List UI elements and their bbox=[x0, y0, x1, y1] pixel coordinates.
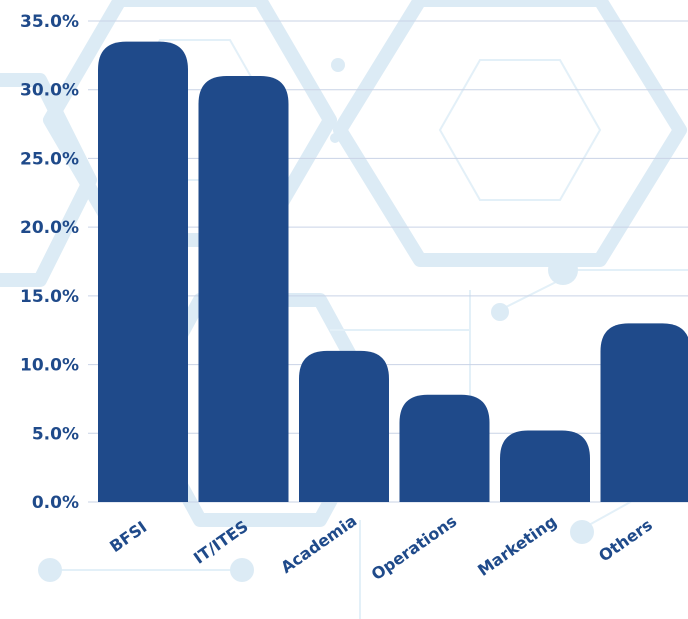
x-category-label: Academia bbox=[277, 511, 360, 577]
hexagon-outline bbox=[438, 59, 602, 201]
y-tick-label: 30.0% bbox=[20, 81, 79, 101]
y-tick-label: 35.0% bbox=[20, 12, 79, 32]
network-node bbox=[330, 133, 340, 143]
y-axis-tick-labels: 0.0% 5.0% 10.0% 15.0% 20.0% 25.0% 30.0% 35.0% bbox=[20, 12, 79, 513]
circuit-line bbox=[499, 279, 561, 311]
network-node bbox=[331, 58, 345, 72]
y-tick-label: 10.0% bbox=[20, 356, 79, 376]
bar-bfsi bbox=[98, 41, 188, 502]
y-tick-label: 20.0% bbox=[20, 218, 79, 238]
y-tick-label: 25.0% bbox=[20, 149, 79, 169]
bar-others bbox=[600, 323, 688, 502]
network-node bbox=[230, 558, 254, 582]
network-node bbox=[570, 520, 594, 544]
x-axis-category-labels: BFSI IT/ITES Academia Operations Marketing Ot… bbox=[106, 511, 656, 584]
x-category-label: IT/ITES bbox=[190, 517, 252, 568]
x-category-label: Marketing bbox=[474, 512, 560, 580]
bar-operations bbox=[399, 394, 490, 502]
x-category-label: BFSI bbox=[106, 517, 150, 556]
bars bbox=[98, 41, 688, 502]
network-node bbox=[548, 255, 578, 285]
y-tick-label: 0.0% bbox=[32, 493, 79, 513]
y-tick-label: 15.0% bbox=[20, 287, 79, 307]
network-node bbox=[38, 558, 62, 582]
bar-academia bbox=[299, 350, 389, 502]
bar-it-ites bbox=[198, 75, 289, 502]
bar-marketing bbox=[500, 430, 590, 502]
x-category-label: Operations bbox=[368, 511, 461, 584]
hexagon-shape bbox=[0, 73, 97, 287]
x-category-label: Others bbox=[595, 515, 656, 565]
network-node bbox=[491, 303, 509, 321]
hexagon-shape bbox=[333, 0, 687, 267]
y-tick-label: 5.0% bbox=[32, 424, 79, 444]
